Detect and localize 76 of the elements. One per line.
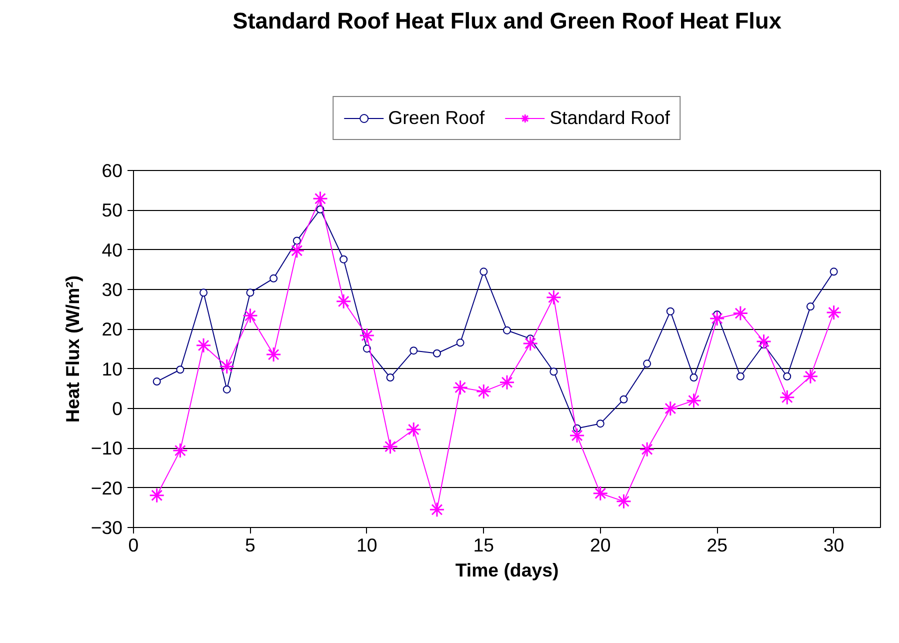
point (779, 390, 795, 406)
point (666, 307, 674, 316)
point (452, 380, 468, 396)
point (340, 255, 348, 264)
point (172, 442, 188, 458)
point (386, 374, 394, 382)
x-tick-label: 10 (356, 534, 378, 556)
x-tick-label: 5 (245, 534, 256, 556)
y-axis-title: Heat Flux (W/m²) (62, 275, 83, 423)
point (270, 274, 278, 282)
y-tick-label: 0 (112, 398, 123, 419)
y-tick-label: −20 (90, 477, 123, 498)
x-tick-label: 25 (706, 534, 728, 556)
chart-title: Standard Roof Heat Flux and Green Roof Heat Flux (232, 8, 782, 34)
point (756, 334, 772, 350)
legend-label: Green Roof (388, 107, 485, 129)
legend-label: Standard Roof (550, 107, 670, 129)
point (476, 384, 492, 400)
y-tick-label: 50 (102, 200, 123, 221)
point (266, 346, 282, 362)
point (662, 400, 678, 416)
point (480, 268, 488, 276)
point (222, 385, 231, 394)
point (152, 378, 161, 386)
point (616, 494, 632, 510)
point (783, 372, 792, 380)
point (382, 438, 398, 454)
point (643, 360, 652, 368)
point (522, 336, 538, 352)
point (312, 190, 328, 206)
point (499, 374, 515, 390)
point (406, 422, 422, 438)
point (806, 302, 814, 311)
y-tick-label: 40 (102, 239, 123, 260)
point (596, 420, 604, 428)
x-tick-label: 20 (590, 534, 611, 556)
point (620, 395, 628, 404)
y-tick-label: 20 (102, 318, 123, 340)
point (802, 368, 818, 384)
point (336, 294, 352, 310)
point (592, 486, 608, 502)
x-tick-label: 30 (823, 534, 844, 556)
point (410, 346, 418, 355)
point (503, 326, 511, 334)
point (736, 372, 744, 380)
y-tick-label: −30 (90, 517, 123, 538)
point (732, 306, 748, 322)
x-axis-title: Time (days) (455, 560, 559, 580)
point (176, 366, 184, 374)
y-tick-label: 60 (102, 160, 123, 181)
point (200, 288, 208, 297)
point (830, 268, 838, 276)
point (219, 358, 235, 374)
point (546, 290, 562, 306)
x-tick-label: 0 (128, 534, 139, 556)
point (149, 488, 165, 504)
point (690, 374, 698, 382)
y-tick-label: 30 (102, 279, 123, 300)
point (569, 428, 585, 444)
y-tick-label: −10 (90, 438, 123, 459)
point (639, 442, 655, 458)
point (456, 338, 464, 347)
x-tick-label: 15 (473, 534, 494, 556)
point (550, 368, 558, 376)
point (292, 236, 301, 245)
point (432, 349, 441, 358)
point (709, 310, 725, 326)
point (289, 242, 305, 258)
point (826, 304, 842, 320)
point (686, 392, 702, 408)
y-tick-label: 10 (102, 358, 123, 380)
point (359, 328, 375, 344)
point (242, 308, 258, 324)
point (246, 288, 254, 297)
point (196, 338, 212, 354)
point (429, 502, 445, 518)
